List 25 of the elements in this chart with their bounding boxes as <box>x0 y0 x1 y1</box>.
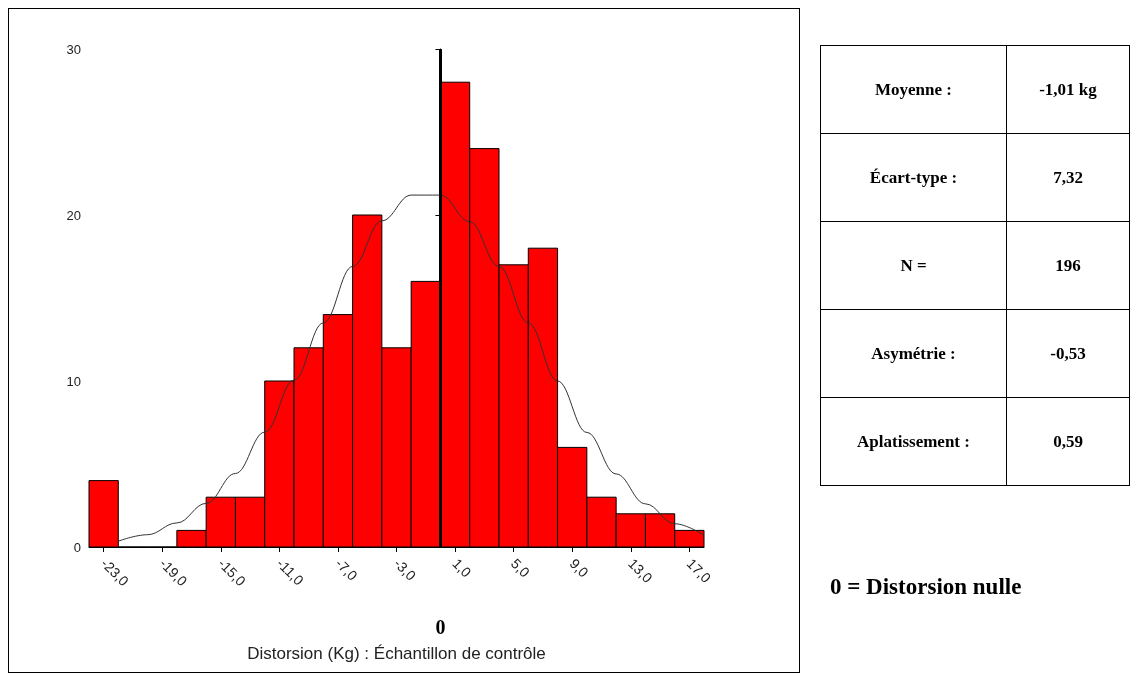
x-tick-label: -3,0 <box>390 555 420 584</box>
text: Écart-type : <box>820 133 1007 222</box>
y-tick-label: 30 <box>66 41 81 57</box>
y-tick-label: 10 <box>66 373 81 389</box>
y-tick-label: 20 <box>66 207 81 223</box>
x-tick-label: -11,0 <box>273 555 307 589</box>
text: N = <box>820 221 1007 310</box>
text: 0,59 <box>1006 397 1130 486</box>
text: Asymétrie : <box>820 309 1007 398</box>
x-tick-label: 1,0 <box>449 555 475 581</box>
x-tick-label: 5,0 <box>507 555 534 581</box>
text: 0 = Distorsion nulle <box>830 574 1022 600</box>
x-axis-title: Distorsion (Kg) : Échantillon de contrôle <box>247 644 546 663</box>
x-tick-label: -7,0 <box>332 555 361 584</box>
x-tick-label: 17,0 <box>683 555 715 587</box>
x-tick-label: 13,0 <box>625 555 656 587</box>
text: Aplatissement : <box>820 397 1007 486</box>
text: 196 <box>1006 221 1130 310</box>
text: 7,32 <box>1006 133 1130 222</box>
text: -0,53 <box>1006 309 1130 398</box>
text: -1,01 kg <box>1006 45 1130 134</box>
y-tick-label: 0 <box>73 539 81 555</box>
x-tick-label: 9,0 <box>566 555 592 581</box>
text: Moyenne : <box>820 45 1007 134</box>
ref-line-label: 0 <box>435 616 446 638</box>
